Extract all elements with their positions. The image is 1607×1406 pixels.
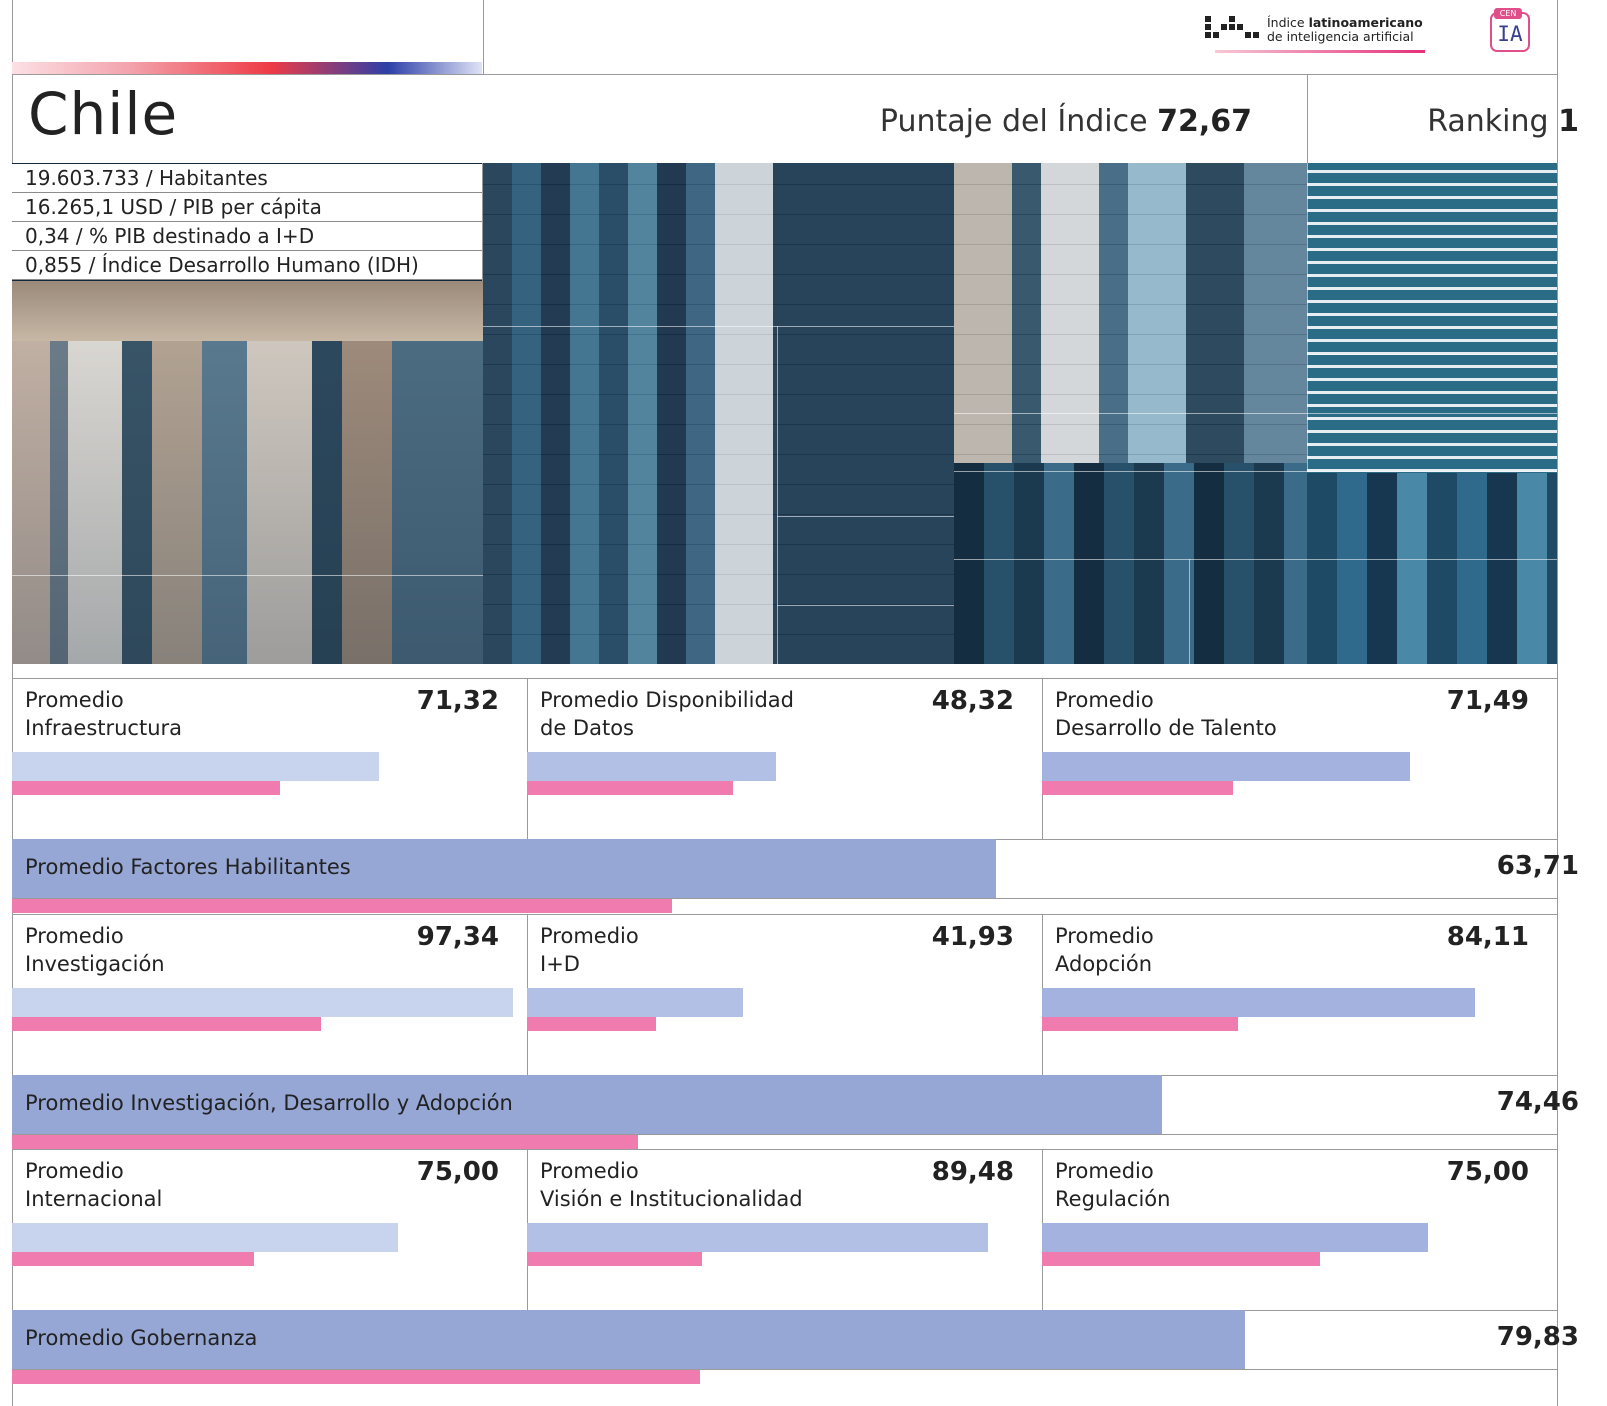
photo-grid-line [777, 605, 954, 606]
stats-box-right-edge [482, 163, 483, 281]
photo-grid-line [954, 413, 1307, 414]
metric-label: Promedio Investigación [25, 924, 165, 976]
metric-label: Promedio Infraestructura [25, 688, 183, 740]
metric-label: Promedio Regulación [1055, 1159, 1171, 1211]
metric-score-bar [527, 752, 776, 781]
pillar-band-fill [12, 839, 996, 898]
metric-benchmark-bar [527, 1252, 703, 1266]
cenia-tag: CEN [1494, 8, 1522, 19]
ranking-divider [1307, 75, 1308, 163]
ranking: Ranking 1 [1427, 104, 1579, 139]
index-score-value: 72,67 [1157, 104, 1252, 139]
metric-value: 97,34 [416, 922, 499, 952]
metric-score-bar [1042, 1223, 1429, 1252]
metric-value: 71,32 [416, 686, 499, 716]
metric-score-bar [12, 752, 380, 781]
group-top-line [12, 678, 1557, 679]
metric-value: 75,00 [416, 1157, 499, 1187]
photo-grid-line [777, 326, 778, 664]
ilia-logo-icon [1205, 16, 1259, 38]
pillar-band-value: 74,46 [1496, 1087, 1579, 1117]
header-bottom-line [12, 74, 1557, 75]
photo-grid-line [1189, 559, 1190, 664]
metric-benchmark-bar [12, 781, 280, 795]
metric-score-bar [1042, 752, 1411, 781]
band-bottom-line [12, 898, 1557, 899]
pillar-band-label: Promedio Investigación, Desarrollo y Ado… [25, 1091, 513, 1115]
photo-grid-line [1307, 163, 1308, 471]
metric-benchmark-bar [1042, 1017, 1238, 1031]
metric-score-bar [527, 988, 743, 1017]
pillar-band-fill [12, 1075, 1163, 1134]
index-score: Puntaje del Índice 72,67 [880, 104, 1252, 139]
stat-gdp-per-capita: 16.265,1 USD / PIB per cápita [12, 193, 482, 222]
photo-tile-pixelated-3 [954, 463, 1307, 664]
metric-benchmark-bar [12, 1252, 255, 1266]
pillar-band-value: 79,83 [1496, 1322, 1579, 1352]
country-name: Chile [28, 80, 179, 148]
group-top-line [12, 914, 1557, 915]
pillar-band-label: Promedio Factores Habilitantes [25, 855, 351, 879]
photo-tile-buildings [12, 281, 483, 664]
metric-score-bar [12, 988, 514, 1017]
photo-grid-line [1307, 354, 1557, 355]
photo-tile-pixelated-4 [1307, 473, 1557, 664]
photo-sky [12, 281, 483, 341]
ranking-label: Ranking [1427, 104, 1549, 139]
pillar-band-value: 63,71 [1496, 851, 1579, 881]
metric-value: 89,48 [931, 1157, 1014, 1187]
metric-benchmark-bar [12, 1017, 321, 1031]
pillar-benchmark-bar [12, 1135, 638, 1149]
metric-label: Promedio Adopción [1055, 924, 1154, 976]
stat-population: 19.603.733 / Habitantes [12, 164, 482, 193]
metric-benchmark-bar [527, 781, 733, 795]
band-bottom-line [12, 1134, 1557, 1135]
band-bottom-line [12, 1369, 1557, 1370]
photo-grid-line [777, 516, 954, 517]
pillar-band [12, 1075, 1557, 1134]
frame-left-edge [12, 0, 13, 1406]
metric-benchmark-bar [1042, 1252, 1321, 1266]
stat-hdi: 0,855 / Índice Desarrollo Humano (IDH) [12, 251, 482, 280]
pillar-band-label: Promedio Gobernanza [25, 1326, 258, 1350]
metric-label: Promedio Visión e Institucionalidad [540, 1159, 803, 1211]
ilia-logo-underline [1215, 50, 1425, 53]
metric-score-bar [1042, 988, 1476, 1017]
metric-score-bar [12, 1223, 399, 1252]
metric-value: 41,93 [931, 922, 1014, 952]
index-score-label: Puntaje del Índice [879, 104, 1148, 139]
metric-label: Promedio Desarrollo de Talento [1055, 688, 1277, 740]
header-divider [483, 0, 484, 74]
photo-grid-line [483, 326, 954, 327]
metric-score-bar [527, 1223, 988, 1252]
metric-value: 84,11 [1446, 922, 1529, 952]
metric-value: 48,32 [931, 686, 1014, 716]
ilia-logo-text: Índice latinoamericano de inteligencia a… [1267, 15, 1423, 44]
stat-rd-spending: 0,34 / % PIB destinado a I+D [12, 222, 482, 251]
photo-grid-line [954, 559, 1557, 560]
pillar-benchmark-bar [12, 899, 672, 913]
metric-benchmark-bar [527, 1017, 656, 1031]
metric-value: 71,49 [1446, 686, 1529, 716]
metric-value: 75,00 [1446, 1157, 1529, 1187]
metric-label: Promedio Disponibilidad de Datos [540, 688, 795, 740]
group-top-line [12, 1149, 1557, 1150]
photo-grid-line [1307, 413, 1557, 414]
photo-grid-line [12, 575, 483, 576]
pillar-band-fill [12, 1310, 1245, 1369]
metric-benchmark-bar [1042, 781, 1233, 795]
frame-right-edge [1557, 0, 1558, 1406]
cenia-logo: CEN IA [1490, 8, 1530, 54]
pillar-benchmark-bar [12, 1370, 700, 1384]
photo-grid-line [954, 471, 1557, 472]
pillar-band [12, 839, 1557, 898]
cenia-mark: IA [1497, 22, 1523, 46]
metric-label: Promedio Internacional [25, 1159, 163, 1211]
ranking-value: 1 [1558, 104, 1579, 139]
brand-gradient-strip [12, 62, 482, 74]
photo-tile-pixelated-1 [483, 163, 954, 664]
pillar-band [12, 1310, 1557, 1369]
metric-label: Promedio I+D [540, 924, 639, 976]
